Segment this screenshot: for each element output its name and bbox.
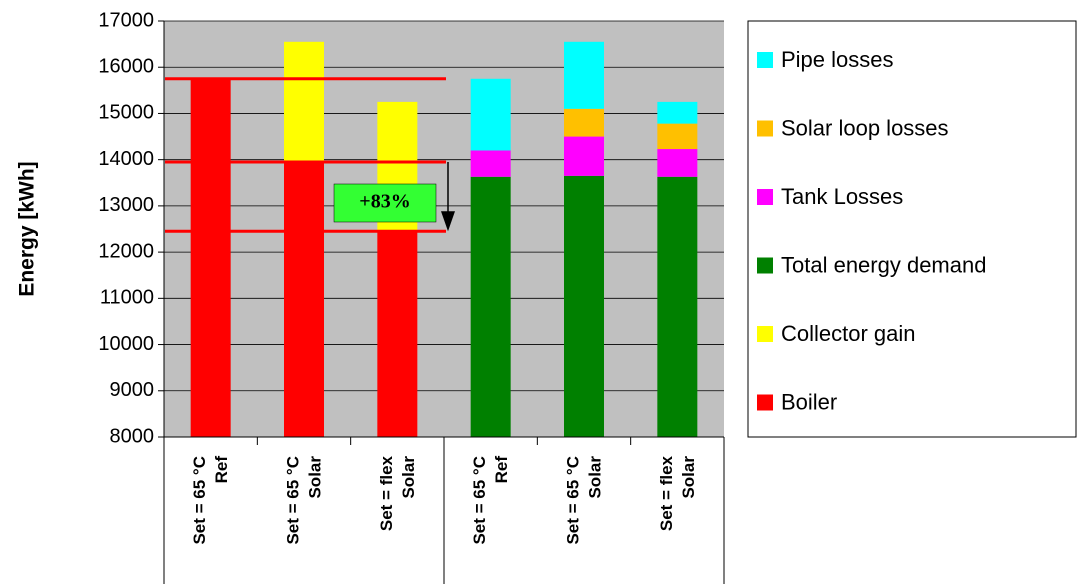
legend-label: Solar loop losses [781, 115, 949, 140]
y-tick-label: 12000 [98, 240, 154, 262]
legend-label: Boiler [781, 389, 837, 414]
bar-segment [657, 101, 698, 124]
bar-segment [470, 176, 511, 437]
x-tick-label: Set = 65 °C [283, 456, 302, 545]
x-tick-label: Set = flex [377, 455, 396, 531]
x-tick-label: Solar [679, 456, 698, 499]
legend-swatch [757, 52, 773, 68]
y-tick-label: 15000 [98, 102, 154, 124]
y-tick-label: 13000 [98, 194, 154, 216]
bar-segment [564, 175, 604, 437]
legend-swatch [757, 394, 773, 411]
y-tick-label: 9000 [110, 379, 155, 401]
y-tick-label: 17000 [98, 9, 154, 31]
x-tick-label: Ref [212, 456, 231, 484]
x-tick-label: Ref [492, 456, 511, 484]
bar-segment [470, 150, 511, 177]
arrow-head [441, 211, 455, 232]
legend-label: Pipe losses [781, 47, 894, 72]
bar-segment [190, 78, 231, 438]
bar-segment [377, 231, 418, 437]
x-tick-label: Set = 65 °C [470, 456, 489, 545]
bar-segment [564, 108, 604, 137]
legend-label: Tank Losses [781, 184, 903, 209]
bar-segment [284, 41, 324, 162]
grid: 8000 9000 10000 11000 12000 13000 14000 15000 16… [98, 9, 724, 447]
legend-label: Collector gain [781, 321, 916, 346]
y-tick-label: 16000 [98, 56, 154, 78]
x-tick-label: Solar [399, 456, 418, 499]
legend-swatch [757, 120, 773, 137]
annotations: +83% [165, 77, 455, 233]
bar-segment [657, 123, 698, 150]
x-tick-label: Solar [585, 456, 604, 499]
x-tick-label: Set = 65 °C [563, 456, 582, 545]
legend-swatch [757, 257, 773, 274]
y-tick-label: 10000 [98, 333, 154, 355]
legend [747, 20, 1077, 438]
x-tick-label: Set = flex [657, 455, 676, 531]
bar-segment [470, 78, 511, 151]
legend-items: Boiler Collector gain Total energy demand T… [757, 47, 986, 414]
legend-swatch [757, 189, 773, 205]
y-axis-label: Energy [kWh] [16, 161, 39, 296]
annotation-box [333, 183, 437, 223]
legend-label: Total energy demand [781, 252, 986, 277]
x-tick-label: Set = 65 °C [190, 456, 209, 545]
bar-segment [564, 41, 604, 109]
plot-area [164, 21, 724, 437]
y-tick-label: 11000 [100, 287, 154, 309]
legend-swatch [757, 326, 773, 342]
y-tick-label: 8000 [110, 425, 155, 447]
bar-segment [564, 136, 604, 176]
bar-segment [657, 176, 698, 437]
bar-segment [657, 149, 698, 177]
y-tick-label: 14000 [98, 148, 154, 170]
annotation: +83% [359, 191, 410, 213]
bar-segment [284, 161, 324, 437]
x-tick-label: Solar [305, 456, 324, 499]
